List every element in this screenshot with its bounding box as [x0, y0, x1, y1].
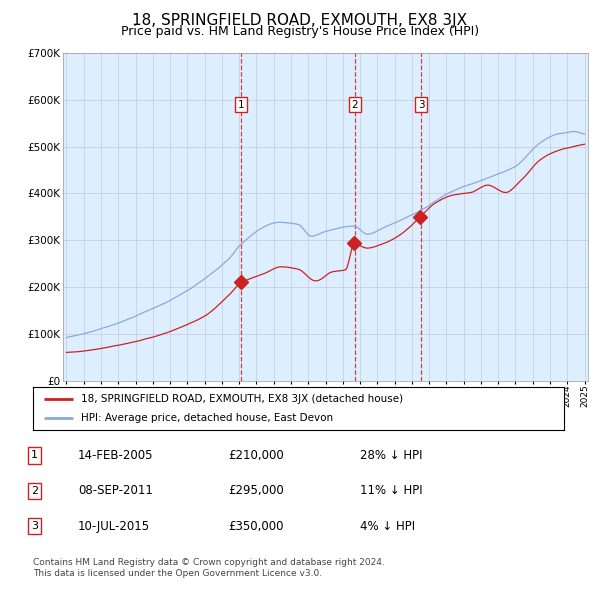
Text: 1: 1 [238, 100, 245, 110]
Text: Contains HM Land Registry data © Crown copyright and database right 2024.
This d: Contains HM Land Registry data © Crown c… [33, 558, 385, 578]
Text: 18, SPRINGFIELD ROAD, EXMOUTH, EX8 3JX (detached house): 18, SPRINGFIELD ROAD, EXMOUTH, EX8 3JX (… [81, 394, 403, 404]
Text: 4% ↓ HPI: 4% ↓ HPI [360, 520, 415, 533]
Text: 11% ↓ HPI: 11% ↓ HPI [360, 484, 422, 497]
Text: Price paid vs. HM Land Registry's House Price Index (HPI): Price paid vs. HM Land Registry's House … [121, 25, 479, 38]
Text: 2: 2 [31, 486, 38, 496]
Text: 2: 2 [352, 100, 358, 110]
Text: 3: 3 [418, 100, 424, 110]
Text: £295,000: £295,000 [228, 484, 284, 497]
Text: 3: 3 [31, 522, 38, 531]
Text: 08-SEP-2011: 08-SEP-2011 [78, 484, 153, 497]
Text: 28% ↓ HPI: 28% ↓ HPI [360, 449, 422, 462]
Text: HPI: Average price, detached house, East Devon: HPI: Average price, detached house, East… [81, 414, 333, 424]
Text: 18, SPRINGFIELD ROAD, EXMOUTH, EX8 3JX: 18, SPRINGFIELD ROAD, EXMOUTH, EX8 3JX [133, 13, 467, 28]
Text: £350,000: £350,000 [228, 520, 284, 533]
Text: 1: 1 [31, 451, 38, 460]
Text: £210,000: £210,000 [228, 449, 284, 462]
Text: 10-JUL-2015: 10-JUL-2015 [78, 520, 150, 533]
Text: 14-FEB-2005: 14-FEB-2005 [78, 449, 154, 462]
